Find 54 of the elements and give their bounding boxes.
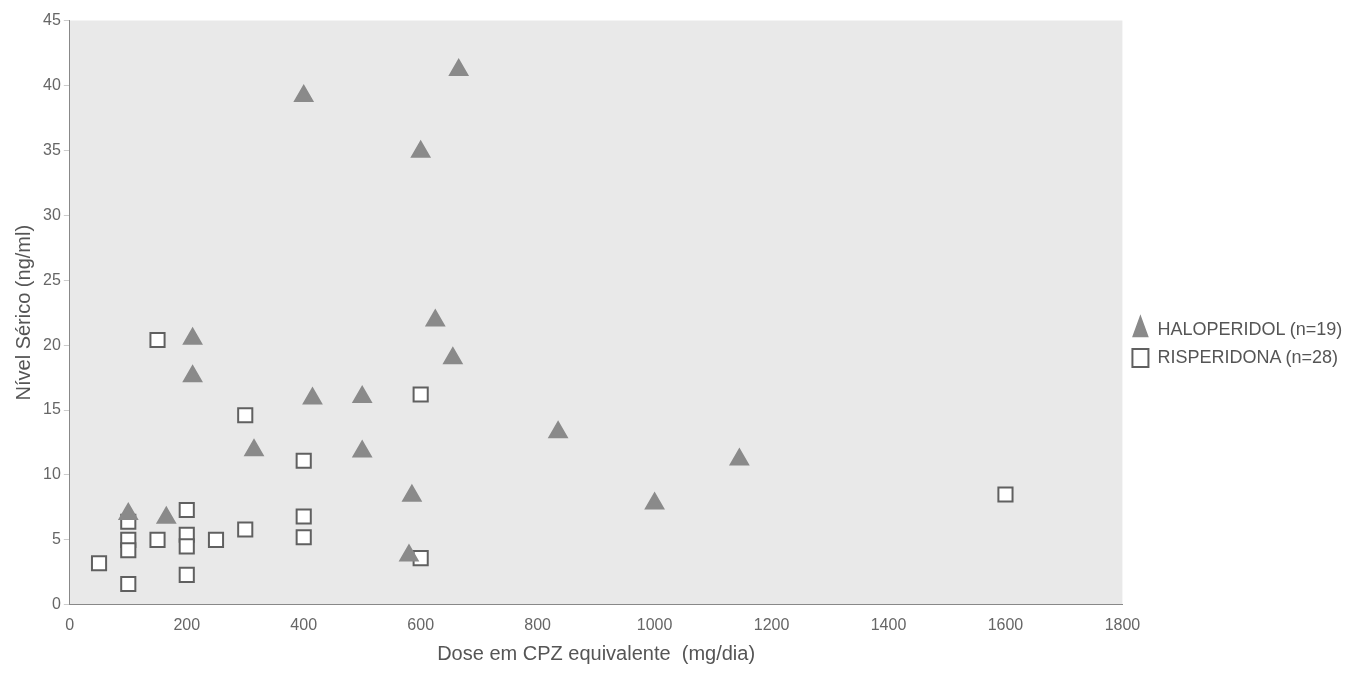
x-tick-label: 1800 <box>1104 615 1141 633</box>
y-tick-label: 20 <box>43 335 61 353</box>
legend-label: HALOPERIDOL (n=19) <box>1157 318 1343 339</box>
y-tick-label: 10 <box>43 465 61 483</box>
y-axis-title: Nível Sérico (ng/ml) <box>11 224 34 401</box>
point <box>178 566 195 584</box>
legend-label: RISPERIDONA (n=28) <box>1157 346 1338 367</box>
x-axis-title: Dose em CPZ equivalente (mg/dia) <box>437 641 756 664</box>
point <box>352 386 372 404</box>
point <box>443 347 463 365</box>
point <box>178 538 195 555</box>
y-tick-label: 35 <box>43 140 61 158</box>
x-tick-label: 1200 <box>753 615 790 633</box>
point <box>295 452 312 469</box>
point <box>207 531 225 548</box>
y-tick-label: 15 <box>43 400 61 418</box>
point <box>182 365 203 383</box>
point <box>120 575 137 593</box>
point <box>237 521 254 538</box>
point <box>237 407 254 424</box>
point <box>90 555 108 572</box>
y-tick-label: 5 <box>51 530 61 548</box>
point <box>548 421 568 439</box>
x-tick-label: 1400 <box>870 615 907 633</box>
point <box>411 140 431 158</box>
x-tick-label: 1000 <box>636 615 673 633</box>
x-tick-label: 400 <box>290 615 318 633</box>
point <box>244 439 264 457</box>
point <box>425 309 445 327</box>
point <box>352 440 372 458</box>
x-tick-label: 1600 <box>987 615 1024 633</box>
point <box>644 492 665 510</box>
x-tick-label: 800 <box>524 615 552 633</box>
x-tick-label: 600 <box>407 615 435 633</box>
point <box>295 508 312 525</box>
y-tick-label: 30 <box>43 205 61 223</box>
y-tick-label: 25 <box>43 270 61 288</box>
point <box>412 386 429 403</box>
point <box>149 531 166 548</box>
y-tick-label: 0 <box>51 595 61 613</box>
point <box>294 84 314 102</box>
x-tick-label: 0 <box>65 615 75 633</box>
point <box>997 486 1014 503</box>
point <box>295 529 312 546</box>
point <box>149 331 166 349</box>
x-tick-label: 200 <box>173 615 201 633</box>
point <box>182 327 203 345</box>
point <box>302 387 323 405</box>
point <box>449 58 469 76</box>
point <box>729 448 750 466</box>
point <box>120 542 137 559</box>
y-tick-label: 45 <box>43 11 61 29</box>
y-tick-label: 40 <box>43 75 61 93</box>
point <box>178 501 195 519</box>
